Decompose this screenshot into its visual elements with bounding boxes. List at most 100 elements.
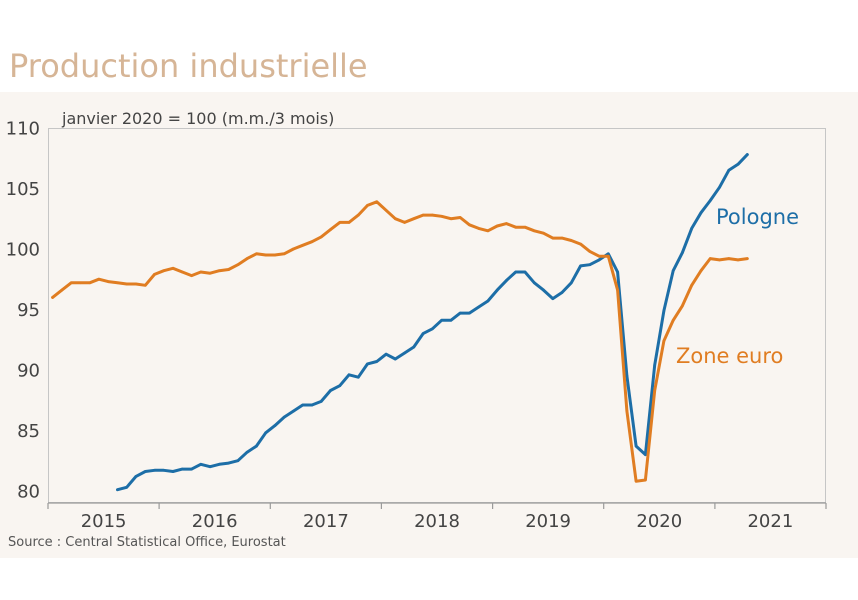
data-point-pologne bbox=[495, 288, 499, 292]
data-point-pologne bbox=[588, 263, 592, 267]
data-point-zone-euro bbox=[607, 254, 610, 258]
y-tick-label: 80 bbox=[17, 481, 40, 502]
data-point-zone-euro bbox=[162, 269, 166, 273]
series-line-pologne bbox=[116, 153, 749, 492]
data-point-zone-euro bbox=[495, 224, 499, 228]
data-point-pologne bbox=[273, 424, 277, 427]
data-point-zone-euro bbox=[301, 244, 305, 247]
x-tick-label: 2017 bbox=[303, 511, 349, 532]
data-point-pologne bbox=[347, 373, 351, 377]
data-point-zone-euro bbox=[227, 268, 230, 271]
data-point-zone-euro bbox=[514, 225, 517, 229]
data-point-zone-euro bbox=[431, 213, 434, 217]
data-point-zone-euro bbox=[273, 253, 277, 257]
data-point-pologne bbox=[625, 374, 629, 378]
data-point-zone-euro bbox=[690, 284, 693, 287]
data-point-pologne bbox=[171, 470, 175, 473]
data-point-zone-euro bbox=[218, 269, 221, 273]
data-point-zone-euro bbox=[255, 252, 258, 256]
plot-frame bbox=[48, 128, 826, 503]
data-point-pologne bbox=[727, 169, 731, 172]
y-tick-label: 85 bbox=[17, 421, 40, 442]
data-point-zone-euro bbox=[282, 252, 286, 256]
y-tick-label: 95 bbox=[17, 300, 40, 321]
data-point-zone-euro bbox=[718, 258, 721, 262]
data-point-zone-euro bbox=[570, 239, 573, 242]
series-group bbox=[51, 153, 749, 492]
x-tick-label: 2018 bbox=[414, 511, 460, 532]
data-point-zone-euro bbox=[144, 284, 147, 287]
x-tick-label: 2019 bbox=[525, 511, 571, 532]
data-point-zone-euro bbox=[153, 273, 156, 276]
chart-title: Production industrielle bbox=[9, 47, 368, 85]
data-point-zone-euro bbox=[60, 288, 64, 292]
data-point-zone-euro bbox=[449, 217, 453, 220]
data-point-zone-euro bbox=[384, 209, 388, 212]
data-point-pologne bbox=[671, 269, 675, 273]
y-axis: 80 85 90 95 100 105 110 bbox=[6, 119, 40, 503]
data-point-zone-euro bbox=[134, 282, 138, 286]
data-point-zone-euro bbox=[505, 222, 508, 225]
y-tick-label: 90 bbox=[17, 360, 40, 381]
data-point-zone-euro bbox=[597, 254, 601, 258]
data-point-zone-euro bbox=[116, 281, 119, 285]
x-tick-label: 2020 bbox=[636, 511, 682, 532]
data-point-pologne bbox=[699, 211, 703, 214]
data-point-pologne bbox=[718, 186, 721, 189]
data-point-pologne bbox=[338, 384, 342, 388]
data-point-zone-euro bbox=[338, 221, 342, 224]
data-point-pologne bbox=[634, 444, 638, 448]
data-point-pologne bbox=[542, 288, 545, 292]
data-point-zone-euro bbox=[634, 479, 638, 483]
data-point-pologne bbox=[440, 319, 443, 322]
data-point-pologne bbox=[431, 327, 434, 331]
data-point-pologne bbox=[533, 281, 536, 285]
x-axis: 2015 2016 2017 2018 2019 2020 2021 bbox=[47, 503, 827, 532]
data-point-zone-euro bbox=[51, 296, 54, 299]
data-point-zone-euro bbox=[523, 225, 527, 229]
data-point-zone-euro bbox=[551, 236, 555, 240]
data-point-zone-euro bbox=[106, 280, 110, 283]
data-point-pologne bbox=[134, 475, 138, 478]
data-point-zone-euro bbox=[190, 274, 193, 277]
data-point-zone-euro bbox=[125, 282, 128, 286]
data-point-pologne bbox=[560, 291, 564, 294]
data-point-pologne bbox=[329, 389, 332, 392]
data-point-zone-euro bbox=[199, 270, 203, 274]
data-point-zone-euro bbox=[727, 257, 731, 260]
data-point-zone-euro bbox=[69, 281, 73, 285]
data-point-zone-euro bbox=[245, 257, 249, 260]
data-point-pologne bbox=[468, 311, 471, 315]
data-point-pologne bbox=[153, 469, 156, 472]
data-point-pologne bbox=[394, 357, 397, 361]
chart-panel bbox=[0, 92, 858, 558]
data-point-zone-euro bbox=[708, 257, 712, 260]
data-point-zone-euro bbox=[421, 213, 425, 217]
data-point-pologne bbox=[366, 362, 369, 366]
data-point-zone-euro bbox=[560, 236, 564, 240]
data-point-zone-euro bbox=[681, 304, 684, 308]
data-point-zone-euro bbox=[88, 281, 91, 285]
y-tick-label: 100 bbox=[6, 240, 40, 261]
data-point-zone-euro bbox=[264, 253, 268, 257]
data-point-pologne bbox=[245, 450, 249, 454]
data-point-pologne bbox=[208, 465, 212, 469]
data-point-pologne bbox=[181, 467, 184, 471]
data-point-pologne bbox=[255, 444, 258, 448]
data-point-pologne bbox=[357, 375, 360, 379]
data-point-pologne bbox=[458, 311, 462, 315]
chart-subtitle: janvier 2020 = 100 (m.m./3 mois) bbox=[61, 109, 334, 128]
data-point-pologne bbox=[681, 251, 684, 254]
data-point-zone-euro bbox=[357, 213, 360, 217]
data-point-zone-euro bbox=[542, 231, 545, 235]
data-point-pologne bbox=[264, 431, 268, 435]
data-point-zone-euro bbox=[171, 267, 175, 270]
data-point-zone-euro bbox=[347, 221, 351, 224]
data-point-pologne bbox=[403, 351, 406, 355]
data-point-zone-euro bbox=[486, 229, 490, 233]
data-point-zone-euro bbox=[366, 204, 369, 207]
data-point-zone-euro bbox=[181, 270, 184, 274]
data-point-pologne bbox=[227, 461, 230, 465]
data-point-pologne bbox=[486, 299, 490, 303]
